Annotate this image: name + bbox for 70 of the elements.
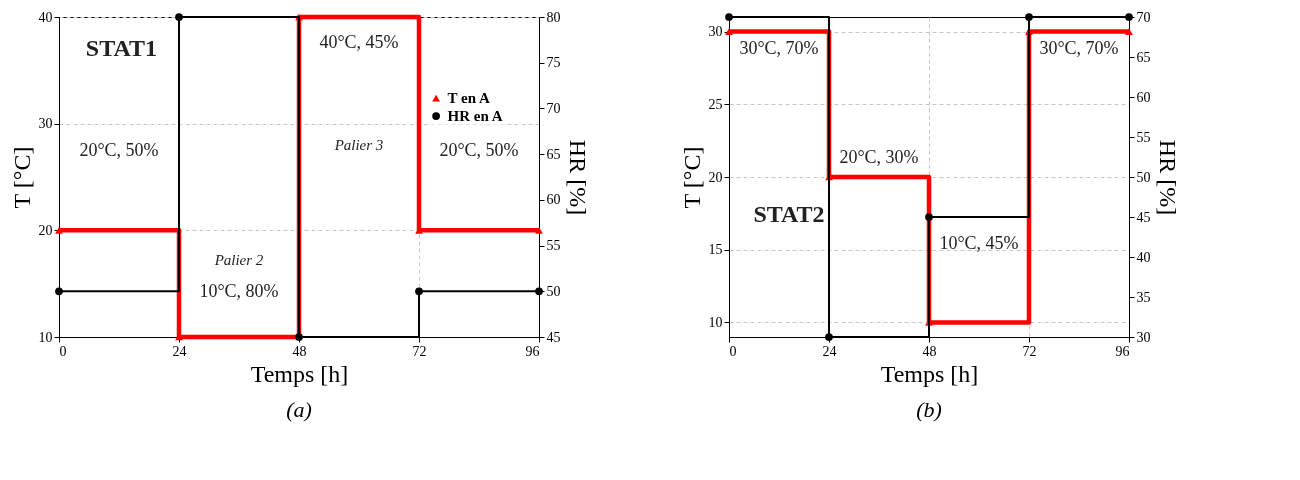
annotation: 30°C, 70% bbox=[739, 38, 819, 58]
x-tick-label: 96 bbox=[1115, 343, 1130, 359]
annotation: 20°C, 50% bbox=[439, 140, 519, 161]
annotation: Palier 3 bbox=[333, 137, 384, 153]
y-tick-label: 20 bbox=[708, 169, 723, 185]
point bbox=[295, 333, 303, 341]
point bbox=[1125, 28, 1133, 35]
x-axis-title: Temps [h] bbox=[250, 360, 349, 387]
y-axis-title: T [°C] bbox=[678, 146, 705, 209]
point bbox=[415, 287, 423, 296]
point bbox=[925, 213, 933, 221]
x-tick-label: 0 bbox=[729, 343, 737, 359]
x-tick-label: 72 bbox=[412, 343, 427, 359]
legend-label: HR en A bbox=[447, 108, 503, 125]
y2-tick-label: 50 bbox=[1136, 169, 1151, 185]
y2-tick-label: 45 bbox=[1136, 209, 1151, 225]
y2-tick-label: 30 bbox=[1136, 329, 1151, 345]
y-tick-label: 10 bbox=[38, 329, 53, 345]
y2-axis-title: HR [%] bbox=[564, 139, 591, 216]
x-tick-label: 24 bbox=[172, 343, 187, 359]
y2-tick-label: 80 bbox=[546, 9, 561, 25]
annotation: 30°C, 70% bbox=[1039, 38, 1119, 58]
y2-tick-label: 50 bbox=[546, 283, 561, 299]
point bbox=[725, 13, 733, 21]
y-tick-label: 40 bbox=[38, 9, 53, 25]
y2-tick-label: 35 bbox=[1136, 289, 1151, 305]
x-tick-label: 72 bbox=[1022, 343, 1037, 359]
y-tick-label: 20 bbox=[38, 222, 53, 238]
y2-axis-title: HR [%] bbox=[1154, 139, 1181, 216]
y2-tick-label: 60 bbox=[546, 192, 561, 208]
y2-tick-label: 65 bbox=[546, 146, 561, 162]
x-axis-title: Temps [h] bbox=[880, 360, 979, 387]
y-tick-label: 30 bbox=[38, 116, 53, 132]
text: (a) bbox=[286, 397, 312, 422]
x-tick-label: 48 bbox=[922, 343, 937, 359]
y2-tick-label: 75 bbox=[546, 55, 561, 71]
annotation: 20°C, 30% bbox=[839, 146, 919, 167]
point bbox=[535, 226, 543, 234]
point bbox=[825, 333, 833, 341]
x-tick-label: 24 bbox=[822, 343, 837, 359]
y2-tick-label: 45 bbox=[546, 329, 561, 345]
annotation: STAT2 bbox=[753, 201, 825, 228]
y2-tick-label: 55 bbox=[546, 238, 561, 254]
point bbox=[725, 28, 733, 35]
y2-tick-label: 55 bbox=[1136, 129, 1151, 145]
point bbox=[55, 226, 63, 234]
annotation: STAT1 bbox=[85, 35, 157, 61]
y2-tick-label: 40 bbox=[1136, 249, 1151, 265]
text: (b) bbox=[916, 397, 942, 422]
y-tick-label: 30 bbox=[708, 24, 723, 40]
point bbox=[175, 13, 183, 21]
annotation: 10°C, 80% bbox=[199, 281, 279, 302]
x-tick-label: 48 bbox=[292, 343, 307, 359]
y-axis-title: T [°C] bbox=[8, 146, 35, 209]
x-tick-label: 96 bbox=[525, 343, 540, 359]
legend-label: T en A bbox=[447, 90, 491, 107]
y2-tick-label: 70 bbox=[546, 100, 561, 116]
y2-tick-label: 70 bbox=[1136, 9, 1151, 25]
annotation: Palier 2 bbox=[213, 252, 264, 269]
y2-tick-label: 60 bbox=[1136, 89, 1151, 105]
annotation: 40°C, 45% bbox=[319, 31, 399, 52]
point bbox=[1025, 13, 1033, 21]
annotation: 20°C, 50% bbox=[79, 140, 159, 161]
y-tick-label: 10 bbox=[708, 314, 723, 330]
x-tick-label: 0 bbox=[59, 343, 67, 359]
point bbox=[55, 287, 63, 296]
annotation: 10°C, 45% bbox=[939, 233, 1019, 254]
y2-tick-label: 65 bbox=[1136, 49, 1151, 65]
y-tick-label: 25 bbox=[708, 96, 723, 112]
y-tick-label: 15 bbox=[708, 242, 723, 258]
